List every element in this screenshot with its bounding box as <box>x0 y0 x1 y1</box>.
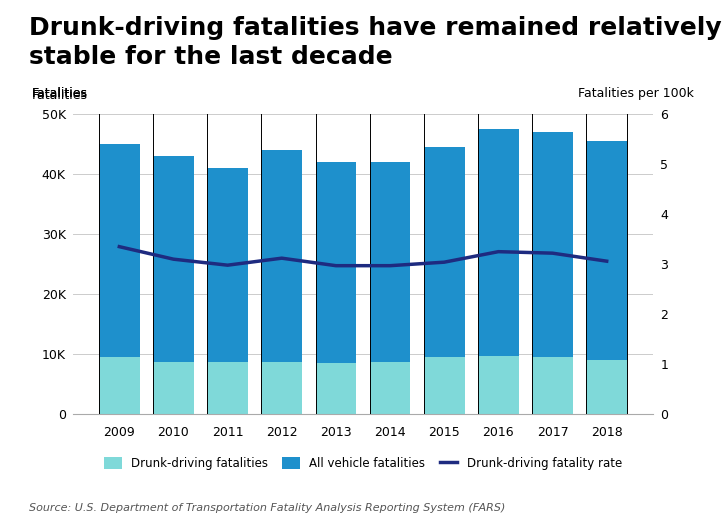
Text: Fatalities: Fatalities <box>32 88 88 100</box>
Bar <box>99 357 139 414</box>
Text: Source: U.S. Department of Transportation Fatality Analysis Reporting System (FA: Source: U.S. Department of Transportatio… <box>29 503 505 513</box>
Bar <box>587 361 627 414</box>
Bar <box>99 144 139 357</box>
Bar <box>424 147 465 357</box>
Text: Fatalities: Fatalities <box>32 88 88 100</box>
Text: Fatalities: Fatalities <box>32 89 88 102</box>
Bar <box>478 355 518 414</box>
Bar <box>261 362 302 414</box>
Bar <box>532 357 573 414</box>
Bar <box>208 168 248 362</box>
Bar <box>424 357 465 414</box>
Bar <box>153 156 194 362</box>
Bar <box>316 363 356 414</box>
Bar <box>153 362 194 414</box>
Text: Fatalities per 100k: Fatalities per 100k <box>578 88 694 100</box>
Bar <box>587 141 627 361</box>
Bar <box>316 162 356 363</box>
Bar <box>208 362 248 414</box>
Text: Drunk-driving fatalities have remained relatively
stable for the last decade: Drunk-driving fatalities have remained r… <box>29 16 722 69</box>
Bar <box>532 132 573 357</box>
Bar <box>370 162 410 362</box>
Legend: Drunk-driving fatalities, All vehicle fatalities, Drunk-driving fatality rate: Drunk-driving fatalities, All vehicle fa… <box>99 452 627 474</box>
Bar <box>370 362 410 414</box>
Bar <box>261 150 302 362</box>
Bar <box>478 129 518 355</box>
